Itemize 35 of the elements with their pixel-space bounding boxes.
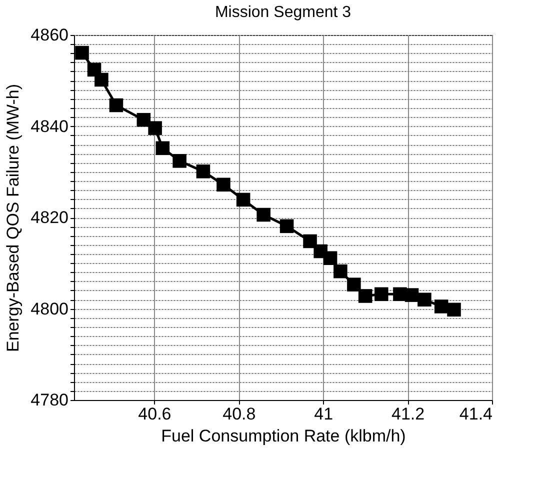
chart-title: Mission Segment 3 — [214, 4, 352, 21]
y-tick-label: 4840 — [30, 116, 68, 136]
y-tick-label: 4780 — [30, 390, 68, 410]
point — [434, 300, 448, 314]
point — [256, 208, 270, 222]
point — [374, 287, 388, 302]
point — [172, 154, 186, 168]
point — [404, 288, 419, 302]
x-tick-label: 41.2 — [392, 404, 425, 424]
y-tick-label: 4820 — [30, 208, 68, 227]
point — [447, 302, 461, 317]
point — [303, 234, 317, 248]
y-tick-label: 4800 — [30, 299, 68, 318]
x-tick-label: 41.4 — [459, 404, 492, 424]
x-axis-title: Fuel Consumption Rate (klbm/h) — [161, 426, 406, 446]
point — [216, 178, 230, 192]
point — [109, 98, 124, 112]
point — [75, 46, 89, 60]
point — [347, 278, 361, 292]
point — [280, 219, 294, 234]
point — [323, 251, 338, 265]
point — [94, 72, 108, 87]
point — [196, 164, 210, 178]
x-tick-label: 41 — [314, 404, 334, 424]
y-axis-title: Energy-Based QOS Failure (MW-h) — [4, 84, 23, 352]
point — [334, 264, 348, 278]
point — [136, 112, 151, 127]
point — [156, 141, 170, 156]
y-tick-label: 4860 — [30, 26, 68, 44]
x-tick-label: 40.8 — [222, 404, 256, 424]
point — [358, 289, 372, 303]
point — [236, 192, 250, 207]
x-tick-label: 40.6 — [138, 404, 172, 424]
point — [418, 292, 432, 307]
point — [148, 121, 162, 135]
